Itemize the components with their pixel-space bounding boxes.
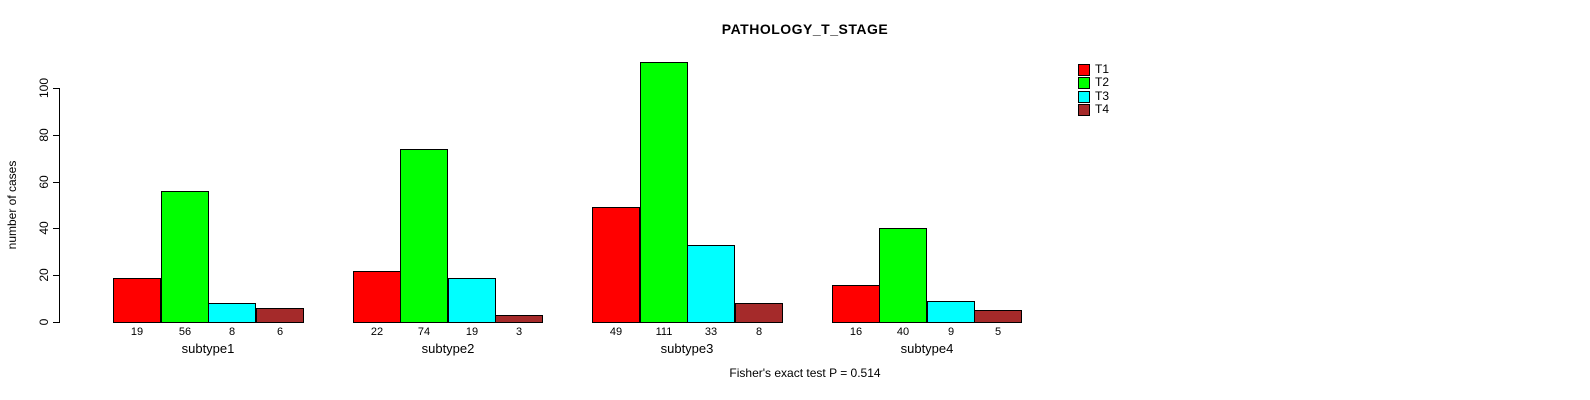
y-axis-tick xyxy=(53,275,60,276)
y-axis-tick xyxy=(53,88,60,89)
y-axis-label: number of cases xyxy=(5,160,19,250)
y-axis-tick xyxy=(53,182,60,183)
bar-value-label: 19 xyxy=(130,326,144,338)
bar-value-label: 40 xyxy=(896,326,910,338)
chart-title: PATHOLOGY_T_STAGE xyxy=(721,21,889,37)
bar-subtype1-T3 xyxy=(208,303,256,323)
footer-annotation: Fisher's exact test P = 0.514 xyxy=(729,366,881,380)
bar-value-label: 8 xyxy=(755,326,763,338)
legend-item-T3: T3 xyxy=(1078,90,1109,103)
y-axis-tick xyxy=(53,135,60,136)
category-label-subtype2: subtype2 xyxy=(421,341,475,356)
bar-subtype4-T4 xyxy=(974,310,1022,323)
category-label-subtype4: subtype4 xyxy=(900,341,954,356)
category-label-subtype3: subtype3 xyxy=(660,341,714,356)
bar-subtype4-T1 xyxy=(832,285,880,323)
legend-swatch-T3 xyxy=(1078,90,1090,103)
bar-subtype3-T1 xyxy=(592,207,640,323)
y-axis-line xyxy=(59,88,60,323)
bar-subtype2-T4 xyxy=(495,315,543,323)
y-axis-tick-label: 80 xyxy=(37,128,51,142)
y-axis-tick-label: 20 xyxy=(37,268,51,282)
y-axis-tick-label: 0 xyxy=(37,318,51,326)
legend-swatch-T2 xyxy=(1078,76,1090,89)
bar-value-label: 56 xyxy=(178,326,192,338)
bar-value-label: 3 xyxy=(515,326,523,338)
bar-value-label: 16 xyxy=(849,326,863,338)
bar-value-label: 49 xyxy=(609,326,623,338)
bar-subtype4-T3 xyxy=(927,301,975,323)
bar-subtype3-T4 xyxy=(735,303,783,323)
y-axis-tick xyxy=(53,228,60,229)
category-label-subtype1: subtype1 xyxy=(181,341,235,356)
legend-label-T1: T1 xyxy=(1095,62,1110,76)
legend-label-T2: T2 xyxy=(1095,75,1110,89)
bar-subtype4-T2 xyxy=(879,228,927,323)
bar-subtype1-T1 xyxy=(113,278,161,323)
bar-subtype3-T2 xyxy=(640,62,688,323)
y-axis-tick-label: 60 xyxy=(37,175,51,189)
bar-value-label: 9 xyxy=(947,326,955,338)
bar-subtype2-T3 xyxy=(448,278,496,323)
bar-value-label: 5 xyxy=(994,326,1002,338)
bar-subtype3-T3 xyxy=(687,245,735,323)
y-axis-tick xyxy=(53,322,60,323)
legend-label-T3: T3 xyxy=(1095,89,1110,103)
legend-swatch-T1 xyxy=(1078,63,1090,76)
y-axis-tick-label: 40 xyxy=(37,221,51,235)
bar-value-label: 8 xyxy=(228,326,236,338)
bar-value-label: 6 xyxy=(276,326,284,338)
bar-subtype1-T2 xyxy=(161,191,209,323)
legend-item-T1: T1 xyxy=(1078,63,1109,76)
legend-item-T4: T4 xyxy=(1078,103,1109,116)
bar-value-label: 22 xyxy=(370,326,384,338)
bar-value-label: 33 xyxy=(704,326,718,338)
legend-label-T4: T4 xyxy=(1095,102,1110,116)
bar-subtype2-T1 xyxy=(353,271,401,323)
bar-value-label: 19 xyxy=(465,326,479,338)
bar-subtype2-T2 xyxy=(400,149,448,323)
bar-value-label: 111 xyxy=(655,326,673,338)
legend-swatch-T4 xyxy=(1078,103,1090,116)
bar-value-label: 74 xyxy=(417,326,431,338)
legend-item-T2: T2 xyxy=(1078,76,1109,89)
bar-subtype1-T4 xyxy=(256,308,304,323)
y-axis-tick-label: 100 xyxy=(37,77,51,99)
